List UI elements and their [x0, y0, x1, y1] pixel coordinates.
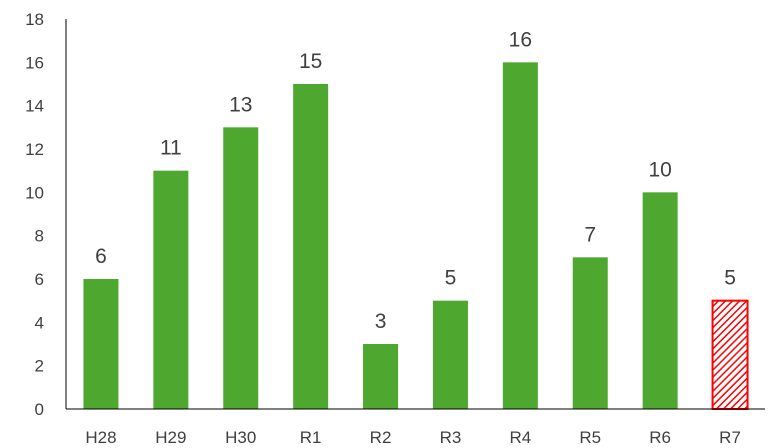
- data-label: 7: [584, 223, 596, 246]
- data-label: 13: [229, 93, 252, 116]
- bar: [573, 257, 608, 409]
- data-label: 11: [160, 137, 182, 160]
- y-axis-tick-labels: 0 2 4 6 8 10 12 14 16 18: [25, 10, 44, 419]
- data-label: 16: [509, 28, 532, 51]
- y-tick-label: 16: [25, 53, 44, 72]
- x-tick-label: R4: [509, 428, 531, 447]
- bar-highlight: [713, 301, 748, 409]
- y-tick-label: 8: [35, 227, 44, 246]
- x-tick-label: H30: [225, 428, 256, 447]
- y-tick-label: 4: [35, 313, 44, 332]
- x-tick-label: R3: [440, 428, 462, 447]
- y-tick-label: 2: [35, 357, 44, 376]
- bar: [433, 301, 468, 409]
- bar: [83, 279, 118, 409]
- data-label: 5: [445, 267, 457, 290]
- bar: [223, 127, 258, 409]
- x-tick-label: H29: [155, 428, 186, 447]
- x-tick-label: R2: [370, 428, 392, 447]
- data-label: 5: [724, 267, 736, 290]
- y-tick-label: 18: [25, 10, 44, 29]
- y-tick-label: 14: [25, 97, 44, 116]
- bar: [153, 171, 188, 409]
- bars: [83, 62, 747, 409]
- data-label: 15: [299, 50, 322, 73]
- bar: [363, 344, 398, 409]
- bar: [643, 192, 678, 409]
- y-tick-label: 10: [25, 183, 44, 202]
- x-tick-label: R7: [719, 428, 741, 447]
- data-labels: 6 11 13 15 3 5 16 7 10 5: [95, 28, 736, 333]
- y-tick-label: 6: [35, 270, 44, 289]
- data-label: 10: [648, 158, 671, 181]
- bar: [293, 84, 328, 409]
- x-axis-tick-labels: H28 H29 H30 R1 R2 R3 R4 R5 R6 R7: [85, 428, 741, 447]
- y-tick-label: 12: [25, 140, 44, 159]
- bar: [503, 62, 538, 409]
- x-tick-label: R6: [649, 428, 671, 447]
- y-tick-label: 0: [35, 400, 44, 419]
- data-label: 6: [95, 245, 107, 268]
- data-label: 3: [375, 310, 387, 333]
- x-tick-label: H28: [85, 428, 116, 447]
- x-tick-label: R1: [300, 428, 322, 447]
- x-tick-label: R5: [579, 428, 601, 447]
